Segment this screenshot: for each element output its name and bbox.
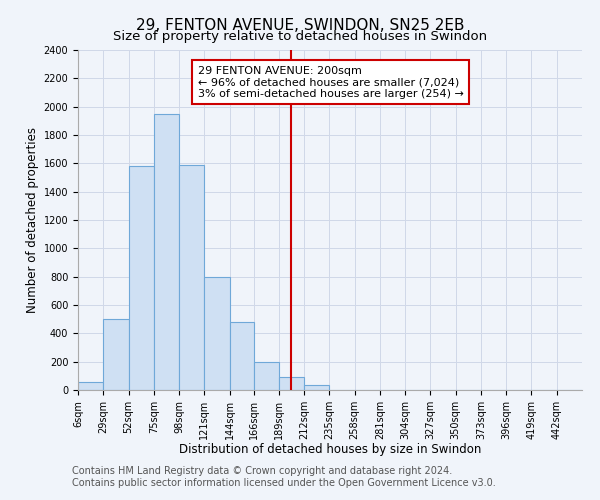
Bar xyxy=(179,165,204,390)
Bar xyxy=(279,377,304,390)
Bar xyxy=(230,322,254,390)
Text: Size of property relative to detached houses in Swindon: Size of property relative to detached ho… xyxy=(113,30,487,43)
Bar xyxy=(128,166,154,390)
Bar xyxy=(154,114,179,390)
Bar xyxy=(103,319,128,390)
Bar xyxy=(304,385,329,390)
Y-axis label: Number of detached properties: Number of detached properties xyxy=(26,127,40,313)
Bar xyxy=(254,362,279,390)
Text: 29 FENTON AVENUE: 200sqm
← 96% of detached houses are smaller (7,024)
3% of semi: 29 FENTON AVENUE: 200sqm ← 96% of detach… xyxy=(197,66,464,99)
Text: 29, FENTON AVENUE, SWINDON, SN25 2EB: 29, FENTON AVENUE, SWINDON, SN25 2EB xyxy=(136,18,464,32)
Bar xyxy=(204,276,230,390)
Bar xyxy=(78,382,103,390)
X-axis label: Distribution of detached houses by size in Swindon: Distribution of detached houses by size … xyxy=(179,444,481,456)
Text: Contains HM Land Registry data © Crown copyright and database right 2024.
Contai: Contains HM Land Registry data © Crown c… xyxy=(72,466,496,487)
